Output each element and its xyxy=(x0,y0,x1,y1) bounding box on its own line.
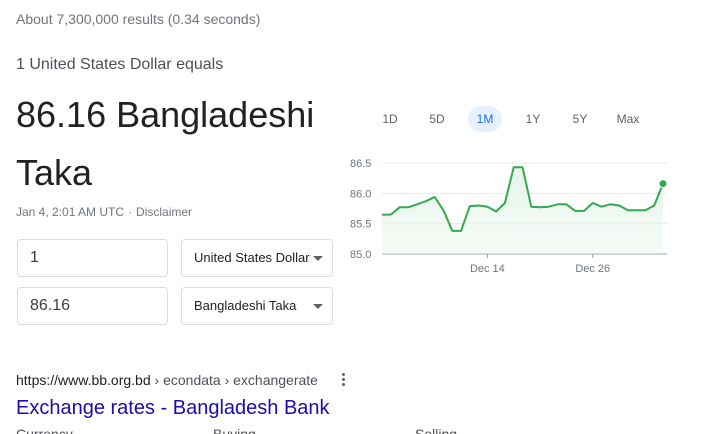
series-area xyxy=(382,167,663,254)
to-amount-input[interactable]: 86.16 xyxy=(17,287,168,325)
from-amount-input[interactable]: 1 xyxy=(17,239,168,277)
result-url-domain: https://www.bb.org.bd xyxy=(16,372,151,388)
tab-1m[interactable]: 1M xyxy=(468,106,502,132)
timestamp-text: Jan 4, 2:01 AM UTC xyxy=(16,205,125,219)
converted-value-line2: Taka xyxy=(16,152,93,193)
result-stats: About 7,300,000 results (0.34 seconds) xyxy=(16,11,261,27)
tab-1d[interactable]: 1D xyxy=(382,112,398,126)
result-url[interactable]: https://www.bb.org.bd › econdata › excha… xyxy=(16,372,318,388)
chart-range-tabs: 1D 5D 1M 1Y 5Y Max xyxy=(370,106,670,132)
result-title-link[interactable]: Exchange rates - Bangladesh Bank xyxy=(16,397,330,419)
to-currency-label: Bangladeshi Taka xyxy=(194,298,297,313)
result-breadcrumbs: › econdata › exchangerate xyxy=(154,372,318,388)
tab-max[interactable]: Max xyxy=(616,112,640,126)
y-tick-label: 85.5 xyxy=(350,219,371,231)
table-header-buying: Buying xyxy=(213,426,256,434)
table-header-currency: Currency xyxy=(16,426,73,434)
tab-5d[interactable]: 5D xyxy=(429,112,445,126)
disclaimer-link[interactable]: Disclaimer xyxy=(136,205,193,219)
converted-value: 86.16 Bangladeshi Taka xyxy=(16,86,336,202)
tab-1y[interactable]: 1Y xyxy=(525,112,541,126)
more-vert-icon[interactable] xyxy=(339,373,347,389)
converted-value-line1: 86.16 Bangladeshi xyxy=(16,94,315,135)
tab-5y[interactable]: 5Y xyxy=(572,112,588,126)
exchange-rate-chart[interactable]: 86.5 86.0 85.5 85.0 Dec 14 Dec 26 xyxy=(345,150,675,280)
y-tick-label: 85.0 xyxy=(350,249,371,261)
from-currency-select[interactable]: United States Dollar xyxy=(181,239,333,277)
y-tick-label: 86.0 xyxy=(350,188,371,200)
last-point-marker xyxy=(658,179,668,189)
dropdown-arrow-icon xyxy=(313,304,323,309)
table-header-selling: Selling xyxy=(415,426,458,434)
x-tick-label: Dec 14 xyxy=(470,263,505,275)
y-tick-label: 86.5 xyxy=(350,158,371,170)
series-line xyxy=(382,166,664,232)
timestamp: Jan 4, 2:01 AM UTC · Disclaimer xyxy=(16,205,193,219)
to-currency-select[interactable]: Bangladeshi Taka xyxy=(181,287,333,325)
dropdown-arrow-icon xyxy=(313,256,323,261)
from-currency-label: United States Dollar xyxy=(194,250,310,265)
x-tick-label: Dec 26 xyxy=(575,263,610,275)
converter-equals-text: 1 United States Dollar equals xyxy=(16,56,224,73)
